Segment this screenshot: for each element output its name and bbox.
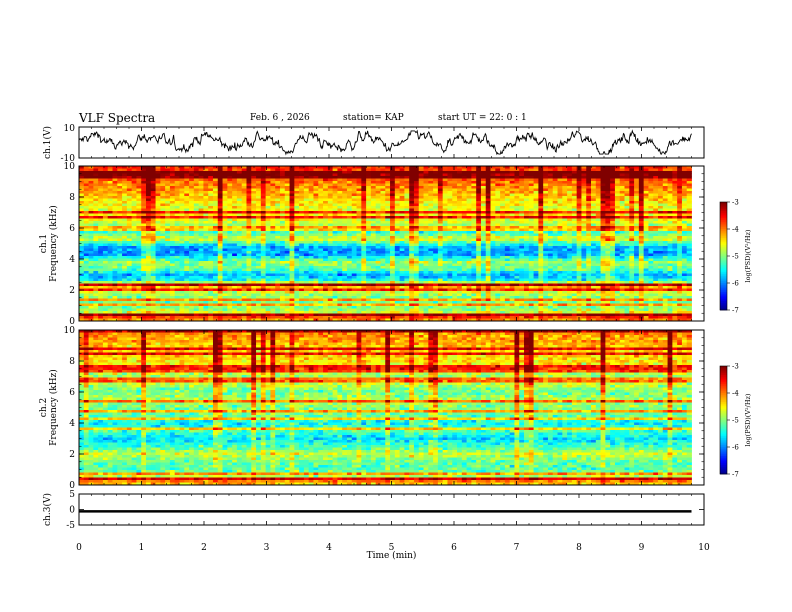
ch2-spectrogram-channel-label: ch.2 — [39, 398, 49, 417]
ch1-y-axis-label: ch.1(V) — [42, 126, 53, 159]
ch1-colorbar-tick-label: -6 — [732, 280, 739, 288]
ch2-spectrogram-y-tick-label: 2 — [69, 450, 75, 460]
ch2-spectrogram-heatmap-cells — [79, 330, 692, 486]
ch1-colorbar-tick-label: -3 — [732, 199, 739, 207]
ch1-spectrogram-y-tick-label: 10 — [64, 162, 76, 172]
ch1-spectrogram-channel-label: ch.1 — [39, 234, 49, 253]
x-tick-label: 1 — [139, 543, 145, 553]
x-tick-label: 2 — [201, 543, 207, 553]
ch1-colorbar-label: log(PSD)(V²/Hz) — [744, 229, 752, 282]
ch2-colorbar-tick-label: -6 — [732, 444, 739, 452]
ch2-spectrogram-y-tick-label: 0 — [69, 481, 75, 491]
ch1-y-tick-label: -10 — [61, 154, 76, 164]
ch1-spectrogram-y-tick-label: 0 — [69, 317, 75, 327]
date-label: Feb. 6 , 2026 — [250, 113, 310, 123]
ch3-trace — [79, 510, 692, 513]
x-tick-label: 6 — [451, 543, 457, 553]
ch1-colorbar-tick-label: -5 — [732, 253, 739, 261]
x-tick-label: 5 — [389, 543, 395, 553]
ch2-spectrogram-y-tick-label: 10 — [64, 326, 76, 336]
ch2-spectrogram-y-axis-label: Frequency (kHz) — [48, 369, 59, 446]
ch1-spectrogram-y-tick-label: 2 — [69, 286, 75, 296]
ch1-colorbar-tick-label: -4 — [732, 226, 739, 234]
x-tick-label: 10 — [698, 543, 710, 553]
ch1-spectrogram-heatmap-cells — [79, 166, 692, 322]
x-tick-label: 3 — [264, 543, 270, 553]
x-tick-label: 0 — [76, 543, 82, 553]
ch1-waveform-line — [78, 129, 692, 156]
x-tick-label: 7 — [514, 543, 520, 553]
ch2-colorbar-gradient — [720, 366, 727, 475]
ch1-spectrogram-y-tick-label: 6 — [69, 224, 75, 234]
ch3-y-axis-label: ch.3(V) — [42, 493, 53, 526]
ch2-colorbar-tick-label: -7 — [732, 471, 739, 479]
ch1-spectrogram-y-axis-label: Frequency (kHz) — [48, 205, 59, 282]
ch1-colorbar-tick-label: -7 — [732, 307, 739, 315]
x-tick-label: 4 — [326, 543, 332, 553]
ch3-y-tick-label: 0 — [69, 506, 75, 516]
start-time-label: start UT = 22: 0 : 1 — [438, 113, 527, 123]
x-axis-label: Time (min) — [367, 550, 417, 561]
ch2-colorbar-label: log(PSD)(V²/Hz) — [744, 393, 752, 446]
ch2-colorbar-tick-label: -5 — [732, 417, 739, 425]
x-tick-label: 8 — [576, 543, 582, 553]
figure-title: VLF Spectra — [79, 111, 156, 125]
ch1-spectrogram-y-tick-label: 4 — [69, 255, 75, 265]
ch2-spectrogram-y-tick-label: 4 — [69, 419, 75, 429]
ch3-panel-frame — [78, 493, 705, 526]
ch2-spectrogram-y-tick-label: 6 — [69, 388, 75, 398]
ch3-y-tick-label: 5 — [69, 490, 75, 500]
ch1-colorbar-gradient — [720, 202, 727, 311]
ch1-spectrogram-y-tick-label: 8 — [69, 193, 75, 203]
ch2-colorbar-tick-label: -3 — [732, 363, 739, 371]
station-label: station= KAP — [343, 113, 404, 123]
ch2-colorbar-tick-label: -4 — [732, 390, 739, 398]
ch2-spectrogram-y-tick-label: 8 — [69, 357, 75, 367]
ch1-y-tick-label: 10 — [64, 124, 76, 134]
x-tick-label: 9 — [639, 543, 645, 553]
ch3-y-tick-label: -5 — [66, 521, 75, 531]
ch1-panel-frame — [78, 126, 705, 159]
